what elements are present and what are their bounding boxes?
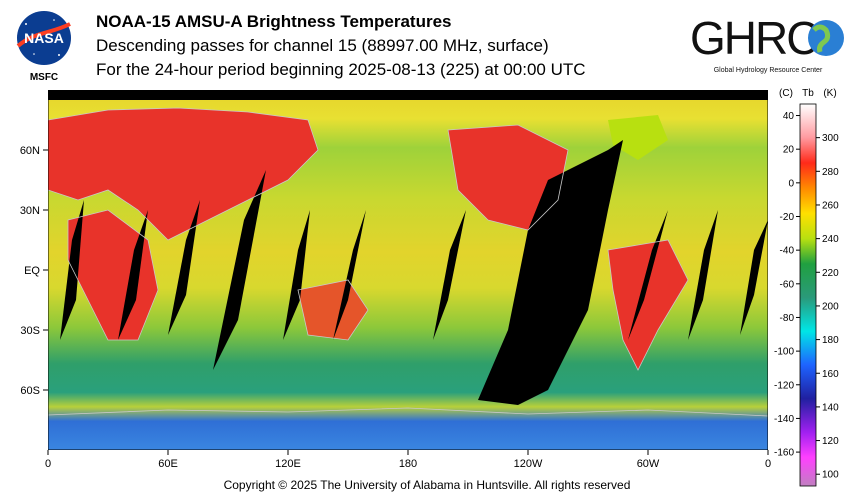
colorbar-kelvin-label: 280 bbox=[822, 167, 839, 178]
colorbar-kelvin-label: 220 bbox=[822, 268, 839, 279]
colorbar bbox=[799, 103, 817, 487]
nasa-logo-text: NASA bbox=[24, 30, 64, 46]
colorbar-celsius-label: -40 bbox=[780, 246, 795, 257]
australia-landmass bbox=[298, 280, 368, 340]
ghrc-logo-subtitle: Global Hydrology Resource Center bbox=[714, 67, 823, 74]
y-axis-ticks: 60N 30N EQ 30S 60S bbox=[20, 145, 48, 397]
south-america-landmass bbox=[608, 240, 688, 370]
coastlines bbox=[47, 107, 769, 417]
eurasia-landmass bbox=[48, 108, 318, 240]
colorbar-header-tb: Tb bbox=[802, 88, 814, 99]
colorbar-header-celsius: (C) bbox=[779, 88, 793, 99]
land-masses bbox=[48, 108, 688, 370]
x-tick-label: 0 bbox=[765, 458, 771, 470]
x-tick-label: 60E bbox=[158, 458, 178, 470]
x-axis-ticks: 0 60E 120E 180 120W 60W 0 bbox=[45, 450, 771, 470]
brightness-temperature-map bbox=[47, 89, 769, 451]
x-tick-label: 120W bbox=[514, 458, 543, 470]
title-block: NOAA-15 AMSU-A Brightness Temperatures D… bbox=[96, 10, 586, 82]
colorbar-kelvin-label: 260 bbox=[822, 200, 839, 211]
x-tick-label: 120E bbox=[275, 458, 301, 470]
colorbar-celsius-label: -120 bbox=[774, 380, 794, 391]
msfc-label: MSFC bbox=[30, 72, 58, 82]
colorbar-header-kelvin: (K) bbox=[823, 88, 836, 99]
nasa-logo: NASA MSFC bbox=[14, 10, 74, 83]
chart-title: NOAA-15 AMSU-A Brightness Temperatures bbox=[96, 12, 452, 31]
x-tick-label: 180 bbox=[399, 458, 417, 470]
colorbar-celsius-label: -140 bbox=[774, 414, 794, 425]
colorbar-kelvin-label: 140 bbox=[822, 402, 839, 413]
colorbar-celsius-label: 40 bbox=[783, 111, 795, 122]
y-tick-label: 30N bbox=[20, 205, 40, 217]
colorbar-kelvin-label: 240 bbox=[822, 234, 839, 245]
y-tick-label: 60S bbox=[20, 385, 40, 397]
y-tick-label: EQ bbox=[24, 265, 40, 277]
copyright-footer: Copyright © 2025 The University of Alaba… bbox=[223, 478, 631, 492]
colorbar-celsius-label: -80 bbox=[780, 313, 795, 324]
chart-subtitle: Descending passes for channel 15 (88997.… bbox=[96, 36, 549, 55]
orbit-gaps bbox=[60, 140, 768, 405]
colorbar-celsius-label: -60 bbox=[780, 279, 795, 290]
colorbar-kelvin-label: 100 bbox=[822, 470, 839, 481]
x-tick-label: 60W bbox=[637, 458, 660, 470]
colorbar-celsius-label: -160 bbox=[774, 448, 794, 459]
y-tick-label: 30S bbox=[20, 325, 40, 337]
colorbar-celsius-label: -100 bbox=[774, 347, 794, 358]
colorbar-kelvin-label: 160 bbox=[822, 369, 839, 380]
top-data-gap bbox=[48, 90, 768, 100]
greenland-landmass bbox=[608, 115, 668, 160]
chart-period: For the 24-hour period beginning 2025-08… bbox=[96, 60, 586, 79]
colorbar-celsius-ticks: 40 20 0 -20 -40 -60 -80 -100 -120 -140 -160 bbox=[774, 111, 800, 459]
colorbar-celsius-label: -20 bbox=[780, 212, 795, 223]
north-america-landmass bbox=[448, 125, 568, 230]
colorbar-kelvin-ticks: 300 280 260 240 220 200 180 160 140 120 100 bbox=[816, 133, 839, 481]
colorbar-celsius-label: 0 bbox=[788, 178, 794, 189]
ghrc-logo-text: GHRC bbox=[690, 12, 818, 64]
colorbar-celsius-label: 20 bbox=[783, 145, 795, 156]
x-tick-label: 0 bbox=[45, 458, 51, 470]
colorbar-kelvin-label: 180 bbox=[822, 335, 839, 346]
colorbar-kelvin-label: 300 bbox=[822, 133, 839, 144]
africa-landmass bbox=[68, 210, 158, 340]
y-tick-label: 60N bbox=[20, 145, 40, 157]
colorbar-kelvin-label: 200 bbox=[822, 301, 839, 312]
colorbar-kelvin-label: 120 bbox=[822, 436, 839, 447]
ghrc-logo: GHRC Global Hydrology Resource Center bbox=[688, 10, 848, 74]
